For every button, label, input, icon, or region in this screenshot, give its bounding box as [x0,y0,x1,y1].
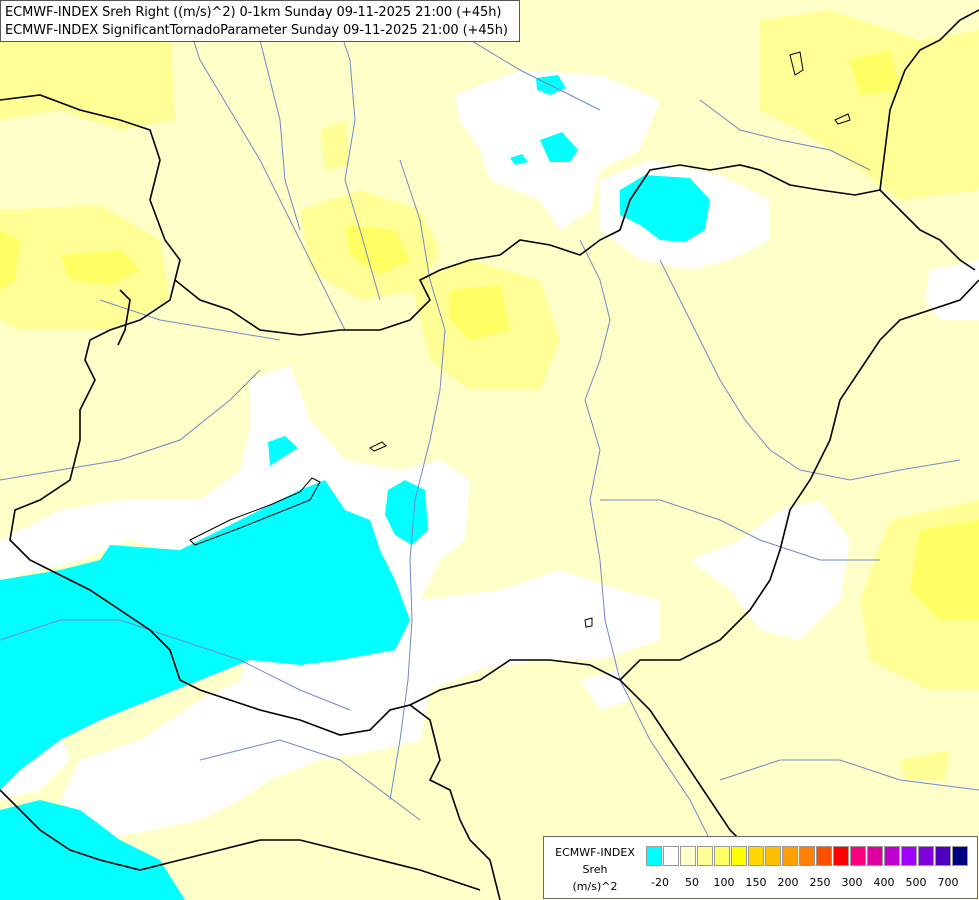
legend-tick-label: 300 [841,876,863,889]
legend-swatch [935,846,951,866]
legend-swatch [833,846,849,866]
legend-tick-label: 700 [937,876,959,889]
legend-swatch [714,846,730,866]
legend-tick-label: 200 [777,876,799,889]
legend-swatch [850,846,866,866]
legend-tick-label: 150 [745,876,767,889]
title-line-stp: ECMWF-INDEX SignificantTornadoParameter … [5,23,508,38]
rivers [0,0,979,861]
legend-swatch [918,846,934,866]
legend-swatch [884,846,900,866]
title-line-sreh: ECMWF-INDEX Sreh Right ((m/s)^2) 0-1km S… [5,5,502,20]
legend-swatch [663,846,679,866]
map-title-box: ECMWF-INDEX Sreh Right ((m/s)^2) 0-1km S… [0,0,520,42]
legend-swatch [697,846,713,866]
legend-swatch [765,846,781,866]
legend-swatch [731,846,747,866]
legend-swatch [782,846,798,866]
legend-tick-label: -20 [651,876,669,889]
legend-swatch [748,846,764,866]
legend-tick-label: 250 [809,876,831,889]
legend-source: ECMWF-INDEX [555,846,635,859]
legend-tick-label: 100 [713,876,735,889]
legend-unit: (m/s)^2 [572,880,618,893]
legend-swatch [952,846,968,866]
legend-swatch [901,846,917,866]
legend-variable: Sreh [582,863,608,876]
legend-swatch [816,846,832,866]
legend-swatch [799,846,815,866]
country-borders [0,9,979,900]
legend-tick-label: 50 [685,876,699,889]
legend-tick-label: 500 [905,876,927,889]
legend-swatch [680,846,696,866]
sreh-band-yellow [0,50,979,620]
color-legend: ECMWF-INDEX Sreh (m/s)^2 -20 50 100 150 200 2… [543,836,978,899]
legend-swatch [646,846,662,866]
legend-swatch [867,846,883,866]
sreh-band-cyan [0,75,710,900]
legend-tick-label: 400 [873,876,895,889]
lake-outlines [189,51,851,628]
